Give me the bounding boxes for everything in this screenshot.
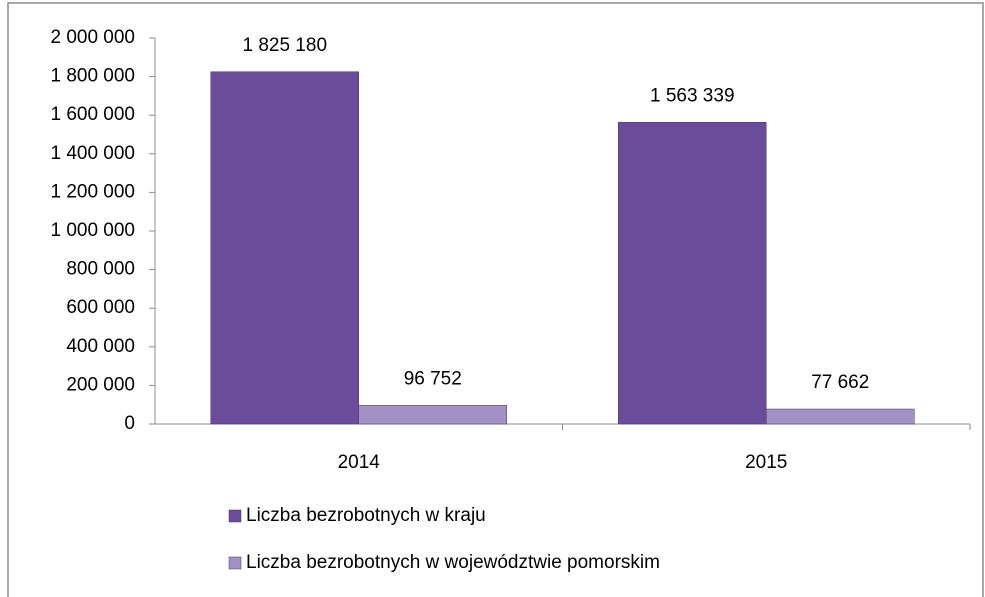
- chart-frame: [7, 2, 984, 597]
- y-tick-label: 2 000 000: [50, 27, 135, 48]
- y-tick-label: 600 000: [66, 297, 135, 318]
- bar: [210, 71, 359, 425]
- legend-swatch: [228, 509, 242, 523]
- x-tick-label: 2014: [338, 452, 381, 473]
- bar: [618, 122, 767, 425]
- y-tick-label: 1 400 000: [50, 143, 135, 164]
- legend-label: Liczba bezrobotnych w kraju: [246, 505, 486, 526]
- y-tick-label: 1 000 000: [50, 220, 135, 241]
- x-tick-label: 2015: [745, 452, 787, 473]
- legend-swatch: [228, 556, 242, 570]
- value-label: 1 825 180: [242, 35, 327, 56]
- y-tick-label: 800 000: [66, 259, 135, 280]
- y-tick-label: 1 800 000: [50, 66, 135, 87]
- y-tick-label: 200 000: [66, 374, 135, 395]
- value-label: 1 563 339: [650, 85, 735, 106]
- value-label: 77 662: [811, 372, 869, 393]
- y-tick-label: 1 200 000: [50, 181, 135, 202]
- y-tick-label: 400 000: [66, 336, 135, 357]
- bar: [358, 405, 507, 425]
- legend-label: Liczba bezrobotnych w województwie pomor…: [246, 552, 660, 573]
- bar: [766, 408, 915, 425]
- y-tick-label: 1 600 000: [50, 104, 135, 125]
- value-label: 96 752: [404, 368, 462, 389]
- y-tick-label: 0: [124, 413, 135, 434]
